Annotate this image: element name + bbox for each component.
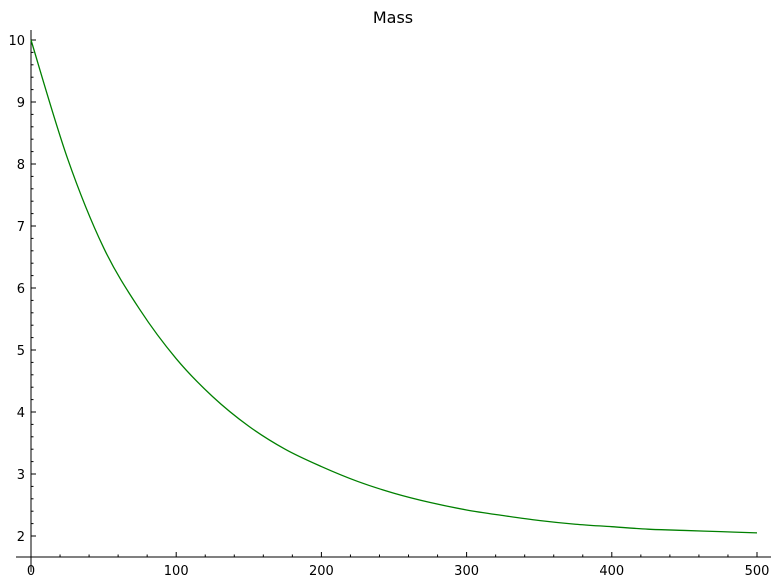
series-line-0	[30, 39, 758, 534]
y-tick-label: 6	[17, 282, 25, 297]
y-tick-label: 4	[17, 406, 25, 421]
x-tick-label: 400	[599, 564, 624, 579]
plot-area	[30, 39, 758, 534]
y-tick-label: 2	[17, 530, 25, 545]
x-tick-label: 100	[164, 564, 189, 579]
x-tick-label: 500	[745, 564, 770, 579]
axes: 0 100 200 300 400 500 2 3 4 5 6 7 8 9 10	[8, 30, 771, 579]
x-tick-label: 0	[27, 564, 35, 579]
y-tick-label: 8	[17, 158, 25, 173]
y-tick-label: 5	[17, 344, 25, 359]
y-tick-label: 7	[17, 220, 25, 235]
y-tick-label: 10	[8, 34, 25, 49]
chart-title: Mass	[373, 8, 413, 27]
y-tick-label: 9	[17, 96, 25, 111]
x-tick-label: 300	[454, 564, 479, 579]
x-tick-label: 200	[309, 564, 334, 579]
y-tick-label: 3	[17, 468, 25, 483]
